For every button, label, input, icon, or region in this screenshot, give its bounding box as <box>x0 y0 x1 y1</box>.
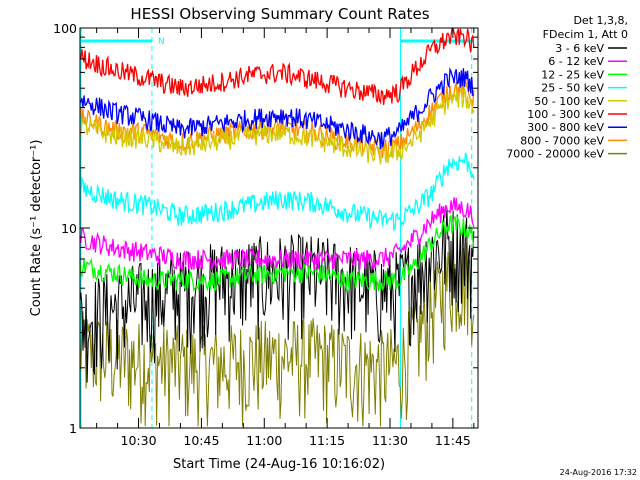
x-tick-label-1: 10:45 <box>183 433 219 448</box>
legend-label-0: 3 - 6 keV <box>555 42 604 55</box>
series-line-2 <box>79 214 475 293</box>
legend-label-6: 300 - 800 keV <box>527 121 604 134</box>
x-tick-label-0: 10:30 <box>121 433 157 448</box>
series-3 <box>79 152 475 232</box>
x-tick-label-3: 11:15 <box>309 433 345 448</box>
legend-label-5: 100 - 300 keV <box>527 108 604 121</box>
series-line-6 <box>79 67 475 150</box>
chart-title: HESSI Observing Summary Count Rates <box>130 5 429 23</box>
series-8 <box>79 243 475 427</box>
legend-label-4: 50 - 100 keV <box>534 95 604 108</box>
x-axis: 10:30 10:45 11:00 11:15 11:30 11:45 <box>96 28 475 448</box>
series-2 <box>79 214 475 293</box>
legend-label-8: 7000 - 20000 keV <box>506 148 604 161</box>
series-0 <box>79 209 475 383</box>
legend-header-line-2: FDecim 1, Att 0 <box>543 28 628 41</box>
plot-area: N <box>79 28 475 428</box>
y-axis: 1 10 100 <box>53 21 478 436</box>
x-tick-label-2: 11:00 <box>246 433 282 448</box>
y-tick-label-0: 1 <box>69 421 77 436</box>
series-line-5 <box>79 28 475 106</box>
x-tick-label-5: 11:45 <box>435 433 471 448</box>
series-line-0 <box>79 209 475 383</box>
date-stamp: 24-Aug-2016 17:32 <box>560 468 637 477</box>
y-tick-label-1: 10 <box>61 221 77 236</box>
legend-label-2: 12 - 25 keV <box>541 68 604 81</box>
legend-label-7: 800 - 7000 keV <box>520 134 604 147</box>
series-5 <box>79 28 475 106</box>
series-line-8 <box>79 243 475 427</box>
legend-label-3: 25 - 50 keV <box>541 82 604 95</box>
legend-header-line-1: Det 1,3,8, <box>573 14 628 27</box>
x-tick-label-4: 11:30 <box>372 433 408 448</box>
series-6 <box>79 67 475 150</box>
y-tick-label-2: 100 <box>53 21 77 36</box>
series-line-4 <box>79 87 475 165</box>
legend-label-1: 6 - 12 keV <box>548 55 604 68</box>
night-marker-label: N <box>158 37 165 47</box>
series-1 <box>79 197 475 271</box>
series-line-1 <box>79 197 475 271</box>
series-4 <box>79 87 475 165</box>
y-axis-title: Count Rate (s⁻¹ detector⁻¹) <box>29 140 44 317</box>
x-axis-title: Start Time (24-Aug-16 10:16:02) <box>173 457 385 472</box>
series-line-3 <box>79 152 475 232</box>
